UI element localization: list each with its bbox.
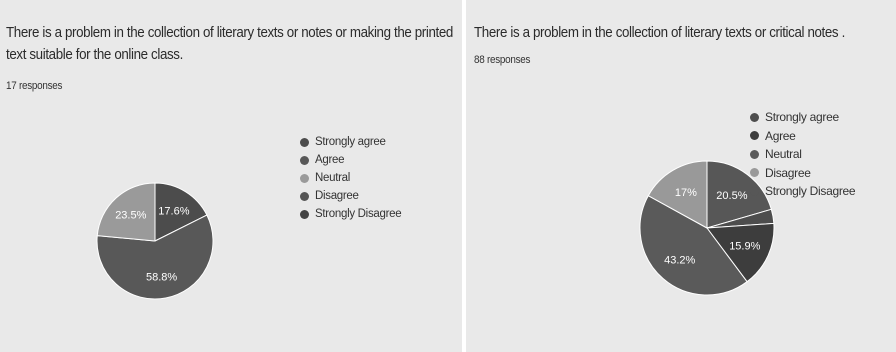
pie-chart: 20.5% 15.9% 43.2% 17% bbox=[639, 160, 775, 296]
legend-item-neutral[interactable]: Neutral bbox=[750, 145, 855, 164]
legend-label: Strongly agree bbox=[315, 136, 386, 148]
pie-chart: 17.6% 58.8% 23.5% bbox=[96, 182, 214, 300]
legend-label: Disagree bbox=[315, 190, 359, 202]
legend-swatch-icon bbox=[300, 191, 309, 201]
legend-swatch-icon bbox=[750, 168, 759, 178]
pie-slice-agree bbox=[96, 214, 214, 300]
legend-swatch-icon bbox=[750, 149, 759, 159]
chart-title: There is a problem in the collection of … bbox=[474, 25, 845, 41]
legend-item-agree[interactable]: Agree bbox=[300, 151, 401, 169]
legend-item-strongly-agree[interactable]: Strongly agree bbox=[300, 133, 401, 151]
slice-label: 58.8% bbox=[146, 271, 177, 283]
response-count: 88 responses bbox=[474, 54, 531, 66]
legend-swatch-icon bbox=[750, 112, 759, 122]
legend-label: Strongly Disagree bbox=[765, 184, 856, 199]
chart-panel-left: There is a problem in the collection of … bbox=[0, 0, 462, 352]
legend-item-agree[interactable]: Agree bbox=[750, 127, 855, 146]
pie-slice-disagree bbox=[647, 160, 708, 229]
legend-item-strongly-disagree[interactable]: Strongly Disagree bbox=[300, 205, 402, 223]
legend-swatch-icon bbox=[300, 209, 309, 219]
legend-label: Agree bbox=[315, 154, 345, 166]
slice-label: 23.5% bbox=[115, 209, 146, 221]
chart-title: There is a problem in the collection of … bbox=[6, 25, 453, 63]
legend-item-neutral[interactable]: Neutral bbox=[300, 169, 401, 187]
pie-slice-neutral bbox=[639, 195, 748, 296]
legend-item-strongly-agree[interactable]: Strongly agree bbox=[750, 108, 855, 127]
pie-slice-strongly-disagree bbox=[706, 160, 772, 229]
legend: Strongly agree Agree Neutral Disagree Strong… bbox=[300, 133, 402, 223]
slice-label: 20.5% bbox=[716, 190, 747, 202]
legend-swatch-icon bbox=[300, 155, 309, 165]
legend-label: Agree bbox=[765, 128, 796, 143]
response-count: 17 responses bbox=[6, 80, 63, 92]
legend-label: Neutral bbox=[765, 147, 802, 162]
pie-slice-neutral bbox=[96, 182, 156, 242]
legend-label: Strongly Disagree bbox=[315, 208, 402, 220]
legend-label: Disagree bbox=[765, 165, 811, 180]
legend-swatch-icon bbox=[300, 173, 309, 183]
legend-item-disagree[interactable]: Disagree bbox=[300, 187, 401, 205]
slice-label: 15.9% bbox=[729, 240, 760, 252]
legend-swatch-icon bbox=[300, 137, 309, 147]
legend-item-strongly-disagree[interactable]: Strongly Disagree bbox=[750, 182, 856, 201]
pie-slice-strongly-agree bbox=[154, 182, 208, 242]
slice-label: 17.6% bbox=[158, 205, 189, 217]
legend-label: Neutral bbox=[315, 172, 350, 184]
legend: Strongly agree Agree Neutral Disagree Strong… bbox=[750, 108, 856, 201]
legend-swatch-icon bbox=[750, 131, 759, 141]
slice-label: 43.2% bbox=[664, 254, 695, 266]
legend-item-disagree[interactable]: Disagree bbox=[750, 164, 855, 183]
legend-label: Strongly agree bbox=[765, 110, 839, 125]
pie-slice-agree bbox=[706, 222, 775, 283]
legend-swatch-icon bbox=[750, 186, 759, 196]
slice-label: 17% bbox=[675, 187, 697, 199]
chart-panel-right: There is a problem in the collection of … bbox=[466, 0, 896, 352]
